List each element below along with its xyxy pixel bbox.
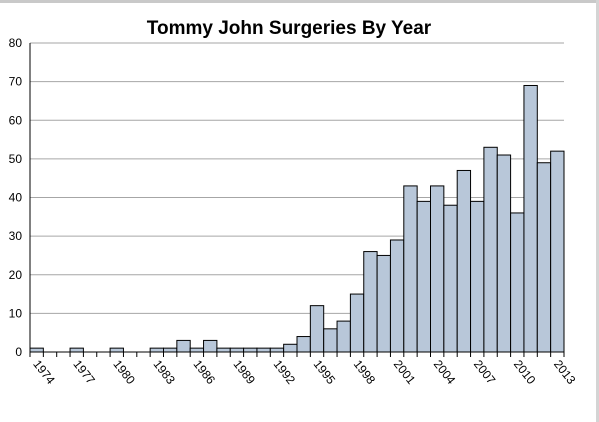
- bar-1991: [256, 347, 271, 353]
- window-right-border: [596, 0, 599, 422]
- bar-1996: [323, 328, 338, 353]
- bar-1993: [283, 343, 298, 353]
- x-tick-label: 2001: [391, 357, 419, 387]
- y-tick-label: 30: [9, 229, 23, 243]
- bar-1994: [296, 336, 311, 353]
- bar-2001: [389, 239, 405, 353]
- bar-2004: [430, 185, 445, 353]
- chart-title: Tommy John Surgeries By Year: [147, 18, 432, 39]
- x-tick-label: 2010: [511, 357, 539, 387]
- y-tick-label: 60: [9, 113, 23, 127]
- x-tick-label: 1977: [70, 357, 98, 387]
- bar-1988: [216, 347, 231, 353]
- x-tick-label: 1974: [30, 357, 58, 387]
- bar-1995: [309, 305, 325, 353]
- x-tick-label: 1989: [231, 357, 259, 387]
- x-tick-label: 1992: [271, 357, 299, 387]
- bar-1990: [243, 347, 258, 353]
- bar-1974: [29, 347, 44, 353]
- bar-1983: [149, 347, 164, 353]
- bar-1987: [203, 339, 218, 353]
- y-tick-label: 10: [9, 306, 23, 320]
- y-tick-label: 0: [15, 345, 22, 359]
- bar-2010: [510, 212, 525, 353]
- gridlines: [30, 42, 564, 314]
- bar-2000: [376, 254, 391, 353]
- bar-1997: [336, 320, 351, 353]
- bar-2013: [550, 150, 565, 353]
- x-tick-label: 2004: [431, 357, 459, 387]
- bar-1984: [163, 347, 178, 353]
- bars: [29, 84, 565, 353]
- x-tick-label: 1986: [191, 357, 219, 387]
- y-tick-label: 20: [9, 268, 23, 282]
- x-tick-labels: 1974 1977 1980 1983 1986 1989 1992 1995 1998 2001…: [30, 357, 578, 387]
- x-tick-label: 1983: [150, 357, 178, 387]
- x-tick-label: 1998: [351, 357, 379, 387]
- bar-1998: [349, 293, 365, 353]
- y-tick-label: 70: [9, 75, 23, 89]
- bar-1989: [229, 347, 245, 353]
- bar-2008: [483, 146, 498, 353]
- bar-2005: [443, 204, 458, 353]
- bar-1999: [363, 251, 378, 353]
- bar-1985: [176, 339, 191, 353]
- y-tick-label: 50: [9, 152, 23, 166]
- bar-1986: [189, 347, 205, 353]
- bar-2012: [536, 162, 552, 353]
- y-tick-labels: 0 10 20 30 40 50 60 70 80: [9, 36, 23, 359]
- bar-2009: [496, 154, 512, 353]
- bar-2003: [416, 200, 431, 353]
- x-tick-label: 2013: [551, 357, 579, 387]
- bar-2007: [470, 200, 485, 353]
- bar-2011: [523, 84, 538, 353]
- axes: [29, 43, 565, 357]
- y-tick-label: 80: [9, 36, 23, 50]
- x-tick-label: 1980: [110, 357, 138, 387]
- bar-1980: [109, 347, 124, 353]
- y-tick-label: 40: [9, 191, 23, 205]
- bar-1992: [269, 347, 285, 353]
- bar-1977: [69, 347, 84, 353]
- x-tick-label: 1995: [311, 357, 339, 387]
- window-top-border: [0, 0, 599, 3]
- bar-2002: [403, 185, 418, 353]
- x-tick-label: 2007: [471, 357, 499, 387]
- bar-2006: [456, 169, 472, 353]
